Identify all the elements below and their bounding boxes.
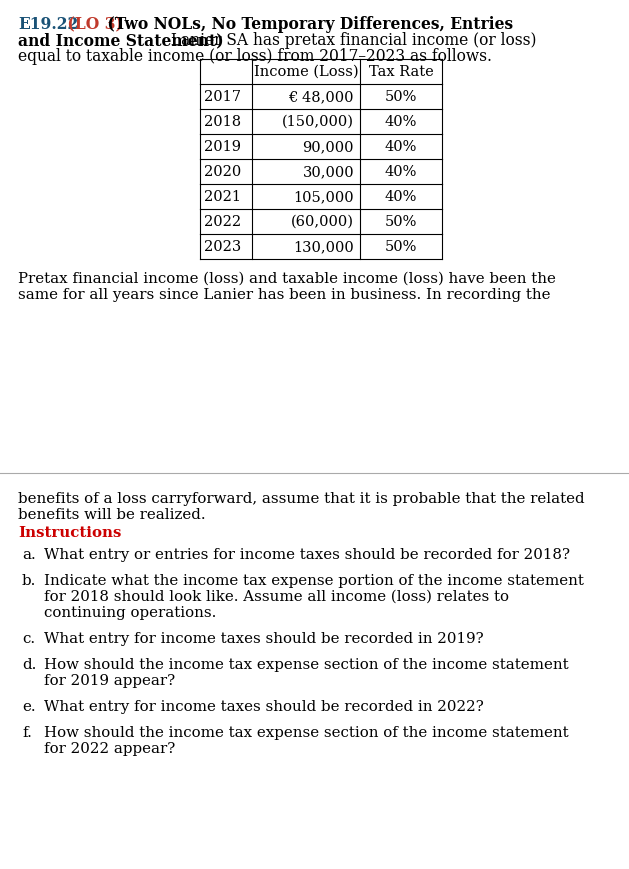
Text: 90,000: 90,000 bbox=[303, 140, 354, 154]
Text: 2020: 2020 bbox=[204, 165, 242, 179]
Text: Tax Rate: Tax Rate bbox=[369, 65, 433, 79]
Text: e.: e. bbox=[22, 700, 36, 713]
Text: How should the income tax expense section of the income statement: How should the income tax expense sectio… bbox=[44, 725, 569, 740]
Text: 2017: 2017 bbox=[204, 90, 241, 104]
Text: How should the income tax expense section of the income statement: How should the income tax expense sectio… bbox=[44, 657, 569, 671]
Text: f.: f. bbox=[22, 725, 32, 740]
Text: 50%: 50% bbox=[385, 240, 417, 254]
Text: Lanier SA has pretax financial income (or loss): Lanier SA has pretax financial income (o… bbox=[166, 32, 537, 49]
Text: same for all years since Lanier has been in business. In recording the: same for all years since Lanier has been… bbox=[18, 288, 550, 302]
Text: 105,000: 105,000 bbox=[293, 189, 354, 203]
Text: 2023: 2023 bbox=[204, 240, 242, 254]
Text: E19.22: E19.22 bbox=[18, 16, 78, 33]
Text: 40%: 40% bbox=[385, 165, 417, 179]
Text: benefits will be realized.: benefits will be realized. bbox=[18, 507, 206, 521]
Text: 40%: 40% bbox=[385, 140, 417, 154]
Text: Income (Loss): Income (Loss) bbox=[253, 65, 359, 79]
Text: 30,000: 30,000 bbox=[303, 165, 354, 179]
Text: 50%: 50% bbox=[385, 215, 417, 229]
Text: d.: d. bbox=[22, 657, 36, 671]
Text: equal to taxable income (or loss) from 2017–2023 as follows.: equal to taxable income (or loss) from 2… bbox=[18, 48, 492, 65]
Text: What entry or entries for income taxes should be recorded for 2018?: What entry or entries for income taxes s… bbox=[44, 547, 570, 561]
Text: benefits of a loss carryforward, assume that it is probable that the related: benefits of a loss carryforward, assume … bbox=[18, 492, 584, 506]
Text: What entry for income taxes should be recorded in 2019?: What entry for income taxes should be re… bbox=[44, 631, 484, 646]
Text: Pretax financial income (loss) and taxable income (loss) have been the: Pretax financial income (loss) and taxab… bbox=[18, 272, 556, 286]
Text: for 2019 appear?: for 2019 appear? bbox=[44, 673, 175, 687]
Text: 50%: 50% bbox=[385, 90, 417, 104]
Text: Indicate what the income tax expense portion of the income statement: Indicate what the income tax expense por… bbox=[44, 574, 584, 587]
Text: a.: a. bbox=[22, 547, 36, 561]
Text: 130,000: 130,000 bbox=[293, 240, 354, 254]
Text: (Two NOLs, No Temporary Differences, Entries: (Two NOLs, No Temporary Differences, Ent… bbox=[102, 16, 513, 33]
Text: (60,000): (60,000) bbox=[291, 215, 354, 229]
Text: Instructions: Instructions bbox=[18, 526, 121, 540]
Text: What entry for income taxes should be recorded in 2022?: What entry for income taxes should be re… bbox=[44, 700, 484, 713]
Text: € 48,000: € 48,000 bbox=[289, 90, 354, 104]
Text: continuing operations.: continuing operations. bbox=[44, 606, 216, 620]
Text: (LO 3): (LO 3) bbox=[62, 16, 123, 33]
Text: 40%: 40% bbox=[385, 189, 417, 203]
Text: (150,000): (150,000) bbox=[282, 115, 354, 129]
Text: b.: b. bbox=[22, 574, 36, 587]
Text: for 2022 appear?: for 2022 appear? bbox=[44, 741, 175, 755]
Text: for 2018 should look like. Assume all income (loss) relates to: for 2018 should look like. Assume all in… bbox=[44, 589, 509, 603]
Text: c.: c. bbox=[22, 631, 35, 646]
Text: 2022: 2022 bbox=[204, 215, 241, 229]
Text: 2018: 2018 bbox=[204, 115, 241, 129]
Text: 2021: 2021 bbox=[204, 189, 241, 203]
Text: 40%: 40% bbox=[385, 115, 417, 129]
Text: 2019: 2019 bbox=[204, 140, 241, 154]
Text: and Income Statement): and Income Statement) bbox=[18, 32, 224, 49]
